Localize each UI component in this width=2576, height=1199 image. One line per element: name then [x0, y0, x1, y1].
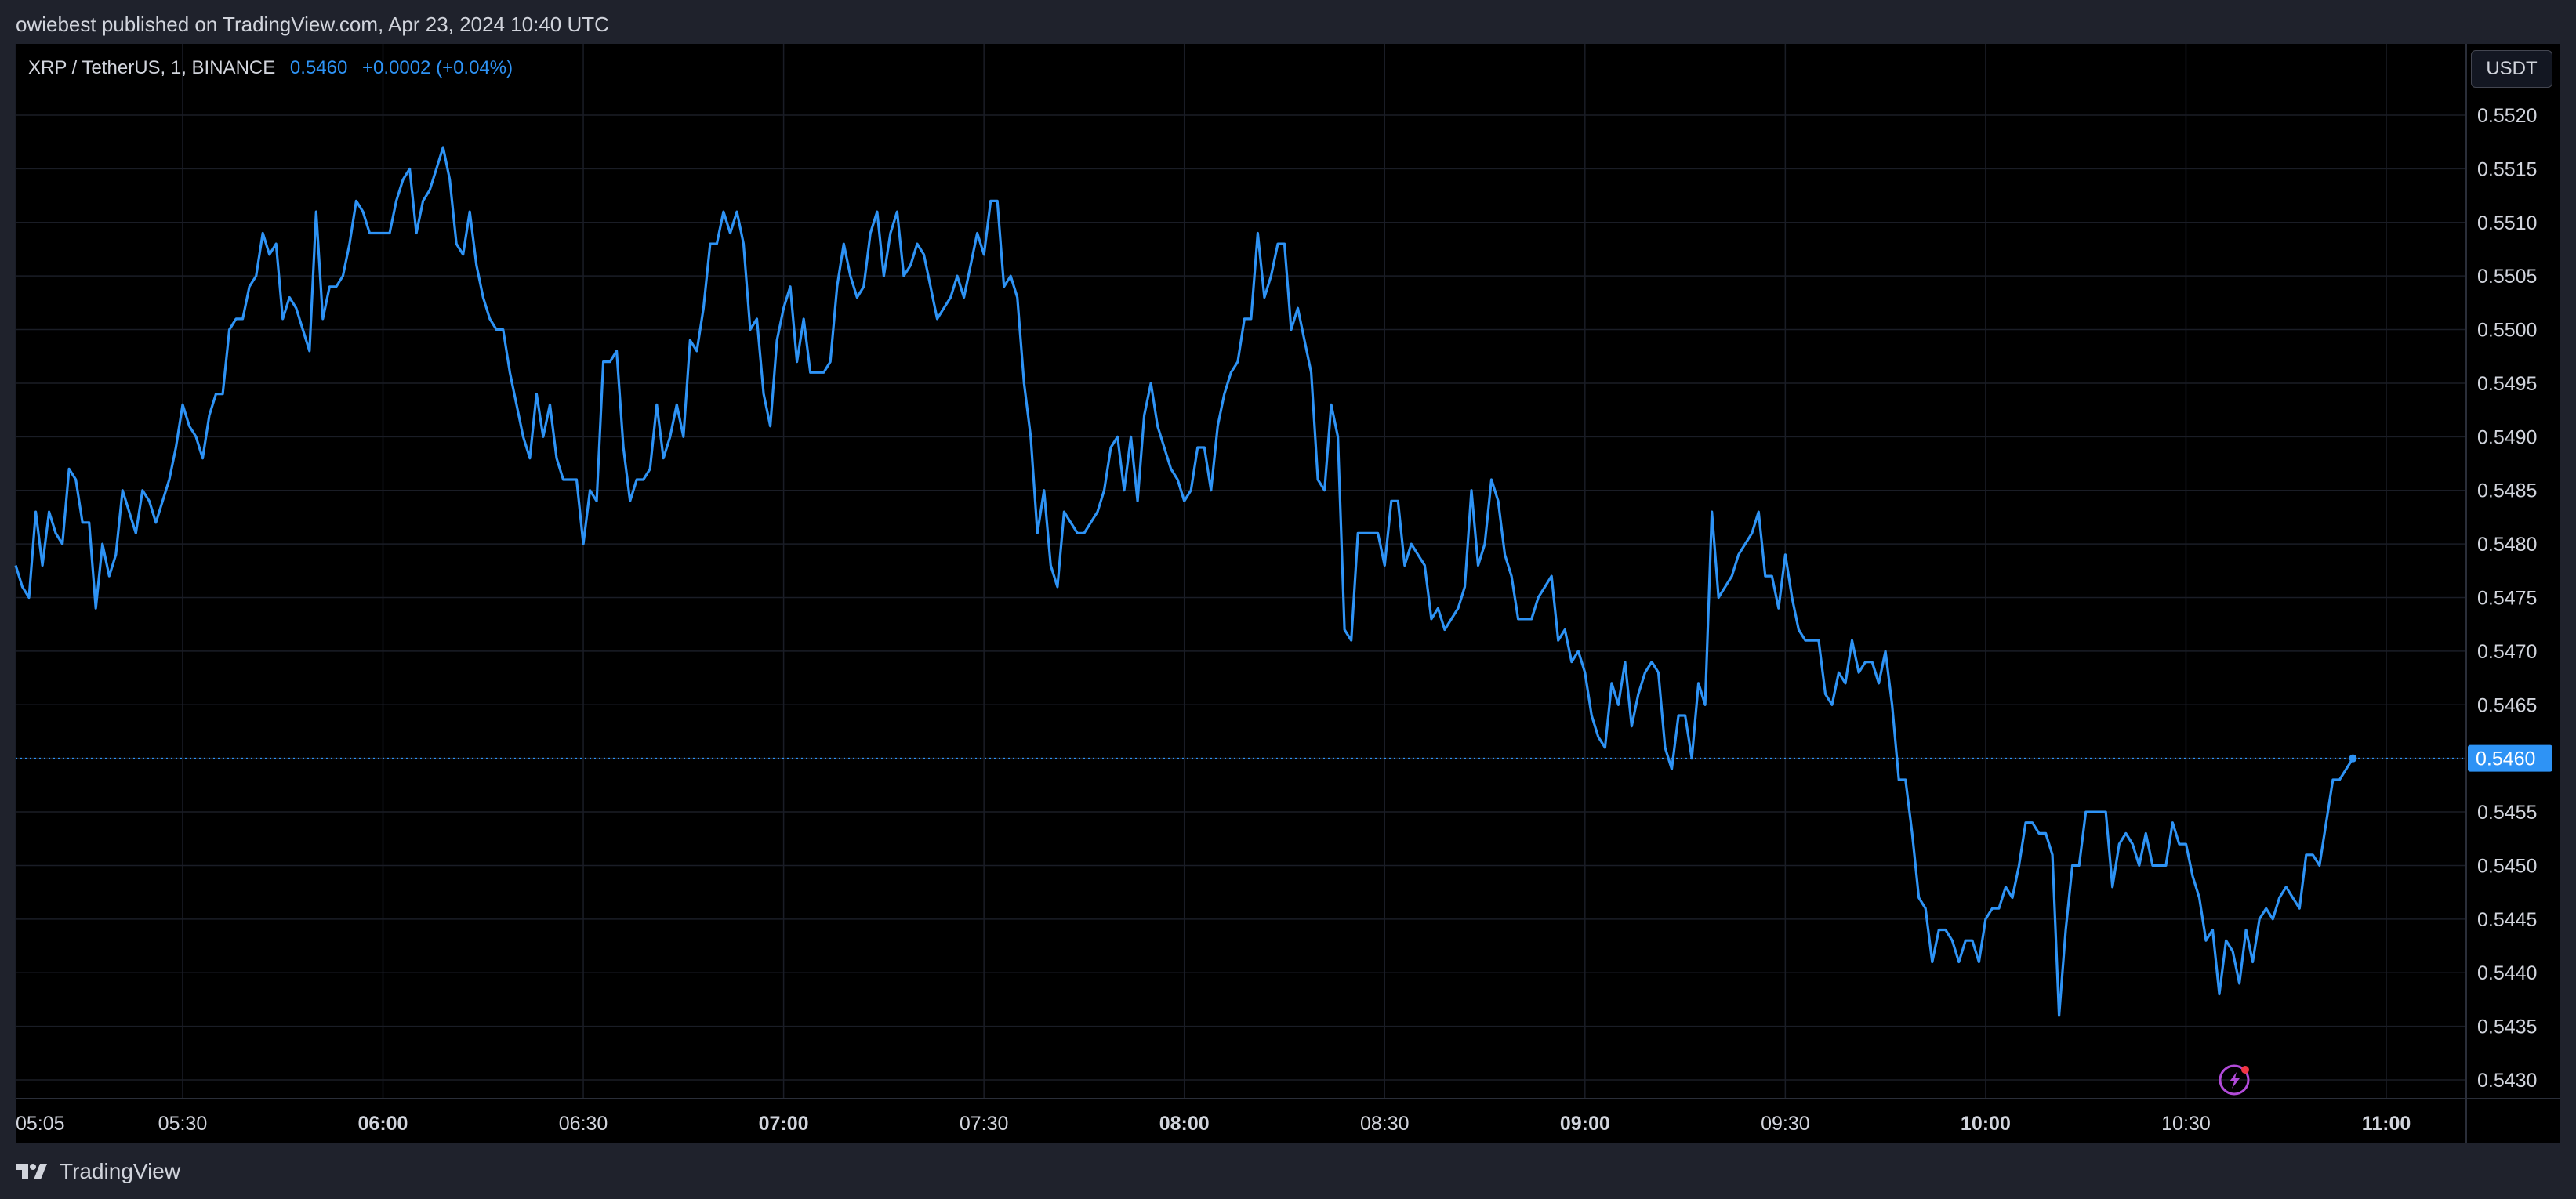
publish-header: owiebest published on TradingView.com, A…: [0, 0, 2576, 44]
price-tick-label: 0.5490: [2477, 426, 2537, 448]
price-tick-label: 0.5475: [2477, 588, 2537, 610]
series-line: [14, 146, 2354, 1017]
price-tick-label: 0.5455: [2477, 802, 2537, 824]
time-tick-label: 10:00: [1961, 1113, 2011, 1135]
time-tick-label: 07:30: [960, 1113, 1009, 1135]
price-tick-label: 0.5430: [2477, 1070, 2537, 1092]
time-tick-label: 05:30: [158, 1113, 208, 1135]
grid: [15, 44, 2466, 1099]
time-tick-label: 06:30: [559, 1113, 608, 1135]
tradingview-logo-icon: [16, 1164, 47, 1179]
last-price-dot: [2349, 754, 2357, 763]
chart-panel[interactable]: [16, 44, 2560, 1143]
axis-separators: [16, 44, 2560, 1143]
time-tick-label: 10:30: [2161, 1113, 2211, 1135]
notification-dot-icon: [2241, 1066, 2249, 1074]
price-tick-label: 0.5435: [2477, 1016, 2537, 1038]
price-tick-label: 0.5495: [2477, 373, 2537, 395]
price-tick-label: 0.5470: [2477, 641, 2537, 663]
price-tick-label: 0.5445: [2477, 909, 2537, 931]
time-tick-label: 09:30: [1761, 1113, 1810, 1135]
time-tick-label: 05:05: [16, 1113, 65, 1135]
lightning-icon[interactable]: [2219, 1064, 2250, 1096]
price-tick-label: 0.5485: [2477, 480, 2537, 502]
price-tick-label: 0.5505: [2477, 266, 2537, 288]
tradingview-brand-label: TradingView: [60, 1159, 181, 1183]
price-tick-label: 0.5520: [2477, 105, 2537, 127]
price-tick-label: 0.5515: [2477, 158, 2537, 180]
price-tick-label: 0.5465: [2477, 694, 2537, 716]
publisher-line: owiebest published on TradingView.com, A…: [16, 13, 609, 36]
current-price-label: 0.5460: [2476, 748, 2535, 770]
price-axis[interactable]: 0.5520 0.5515 0.5510 0.5505 0.5500 0.5495 0.54…: [2477, 105, 2537, 1092]
price-tick-label: 0.5450: [2477, 855, 2537, 877]
chart-legend[interactable]: XRP / TetherUS, 1, BINANCE 0.5460 +0.000…: [28, 55, 513, 82]
time-tick-label: 08:30: [1360, 1113, 1410, 1135]
currency-button[interactable]: USDT: [2471, 50, 2552, 88]
current-price-tag: 0.5460: [2468, 744, 2552, 772]
tradingview-logo[interactable]: TradingView: [16, 1158, 180, 1185]
price-tick-label: 0.5510: [2477, 212, 2537, 234]
time-tick-label: 11:00: [2362, 1113, 2411, 1135]
price-chart[interactable]: 0.5520 0.5515 0.5510 0.5505 0.5500 0.5495 0.54…: [0, 0, 2576, 1143]
time-tick-label: 08:00: [1159, 1113, 1210, 1135]
symbol-label[interactable]: XRP / TetherUS, 1, BINANCE: [28, 57, 276, 78]
footer: [0, 1143, 2576, 1199]
price-tick-label: 0.5440: [2477, 962, 2537, 984]
time-axis[interactable]: 05:05 05:30 06:00 06:30 07:00 07:30 08:00 08:30…: [16, 1113, 2411, 1135]
price-tick-label: 0.5480: [2477, 534, 2537, 556]
time-tick-label: 06:00: [358, 1113, 408, 1135]
time-tick-label: 07:00: [759, 1113, 809, 1135]
last-value: 0.5460: [289, 57, 348, 78]
time-tick-label: 09:00: [1560, 1113, 1610, 1135]
change-value: +0.0002 (+0.04%): [361, 57, 513, 78]
price-tick-label: 0.5500: [2477, 320, 2537, 342]
